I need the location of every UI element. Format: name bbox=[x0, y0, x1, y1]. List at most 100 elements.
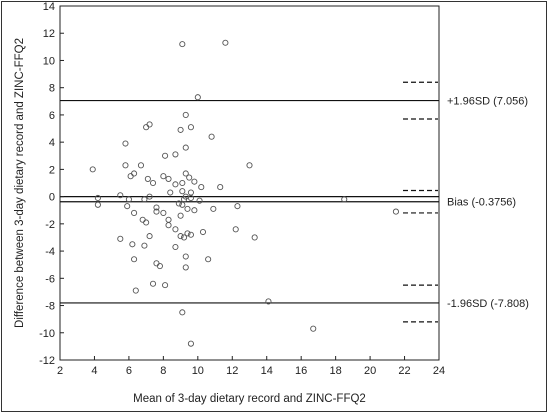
data-point bbox=[246, 162, 253, 169]
data-point bbox=[179, 41, 186, 48]
y-tick-label: 4 bbox=[49, 137, 55, 149]
reference-lines: +1.96SD (7.056) Bias (-0.3756) -1.96SD (-7… bbox=[60, 81, 529, 323]
data-point bbox=[146, 121, 153, 128]
data-point bbox=[146, 193, 153, 200]
data-point bbox=[165, 175, 172, 182]
data-point bbox=[191, 207, 198, 214]
data-point bbox=[232, 226, 239, 233]
data-point bbox=[186, 174, 193, 181]
data-point bbox=[179, 309, 186, 316]
plot-area bbox=[59, 5, 440, 361]
x-tick-label: 6 bbox=[126, 365, 132, 377]
y-tick-label: -2 bbox=[45, 219, 55, 231]
x-tick-label: 12 bbox=[226, 365, 238, 377]
data-point bbox=[131, 256, 138, 263]
y-tick-label: -10 bbox=[39, 328, 55, 340]
data-point bbox=[143, 124, 150, 131]
data-point bbox=[194, 94, 201, 101]
data-point bbox=[172, 226, 179, 233]
y-tick-label: -6 bbox=[45, 273, 55, 285]
data-point bbox=[139, 216, 146, 223]
data-point bbox=[160, 173, 167, 180]
data-point bbox=[143, 219, 150, 226]
data-point bbox=[129, 241, 136, 248]
data-point bbox=[179, 201, 186, 208]
data-point bbox=[94, 194, 101, 202]
data-point bbox=[177, 126, 184, 133]
data-point bbox=[162, 152, 169, 159]
data-point bbox=[234, 203, 241, 210]
y-tick-label: -8 bbox=[45, 301, 55, 313]
reference-line-label: Bias (-0.3756) bbox=[447, 197, 516, 209]
y-tick-label: 10 bbox=[43, 55, 55, 67]
data-point bbox=[182, 253, 189, 260]
data-point bbox=[117, 192, 124, 199]
x-tick-label: 18 bbox=[330, 365, 342, 377]
data-point bbox=[179, 188, 186, 195]
data-point bbox=[187, 124, 194, 131]
x-axis-title: Mean of 3-day dietary record and ZINC-FF… bbox=[133, 393, 366, 405]
data-point bbox=[165, 216, 172, 223]
data-point bbox=[180, 234, 188, 241]
data-point bbox=[177, 233, 184, 240]
y-tick-label: -12 bbox=[39, 355, 55, 367]
data-point bbox=[187, 189, 194, 196]
data-point bbox=[222, 39, 229, 46]
y-tick-label: 0 bbox=[49, 192, 55, 204]
data-point bbox=[310, 325, 317, 332]
data-point bbox=[172, 181, 179, 188]
data-point bbox=[124, 203, 131, 210]
y-tick-label: 8 bbox=[49, 83, 55, 95]
data-point bbox=[122, 140, 129, 147]
y-tick-label: 12 bbox=[43, 28, 55, 40]
data-point bbox=[153, 260, 160, 267]
data-point bbox=[180, 196, 188, 203]
x-tick-label: 8 bbox=[160, 365, 166, 377]
reference-line-label: -1.96SD (-7.808) bbox=[447, 298, 529, 310]
data-point bbox=[162, 282, 169, 289]
data-point bbox=[187, 340, 194, 347]
data-point bbox=[251, 234, 258, 241]
data-point bbox=[210, 205, 217, 212]
y-tick-label: 2 bbox=[49, 164, 55, 176]
data-point bbox=[184, 230, 191, 237]
y-axis-ticks: -12 -10 -8 -6 -4 -2 0 2 4 6 8 10 12 14 bbox=[39, 1, 64, 367]
data-point bbox=[89, 166, 96, 173]
data-point bbox=[179, 179, 186, 187]
data-point bbox=[125, 196, 132, 203]
x-tick-label: 16 bbox=[295, 365, 307, 377]
x-tick-label: 4 bbox=[91, 365, 97, 377]
data-point bbox=[182, 264, 189, 271]
data-point bbox=[137, 162, 145, 169]
data-point bbox=[160, 209, 167, 217]
data-point bbox=[149, 179, 157, 187]
x-axis-ticks: 2 4 6 8 10 12 14 16 18 20 22 24 bbox=[57, 356, 445, 377]
data-point bbox=[94, 201, 101, 208]
data-point bbox=[182, 144, 189, 151]
data-point bbox=[131, 170, 138, 177]
x-tick-label: 10 bbox=[192, 365, 204, 377]
data-points bbox=[89, 39, 399, 347]
data-point bbox=[153, 208, 160, 215]
data-point bbox=[205, 256, 212, 263]
data-point bbox=[141, 242, 148, 249]
data-point bbox=[187, 194, 194, 202]
data-point bbox=[153, 204, 160, 211]
x-tick-label: 2 bbox=[57, 365, 63, 377]
data-point bbox=[208, 133, 215, 140]
data-point bbox=[341, 196, 348, 203]
data-point bbox=[182, 111, 189, 118]
data-point bbox=[196, 197, 203, 204]
data-point bbox=[191, 178, 198, 185]
data-point bbox=[165, 222, 172, 229]
data-point bbox=[172, 151, 179, 158]
data-point bbox=[146, 233, 153, 240]
x-tick-label: 22 bbox=[398, 365, 410, 377]
data-point bbox=[177, 212, 184, 219]
data-point bbox=[217, 184, 224, 191]
data-point bbox=[175, 200, 182, 207]
reference-line-label: +1.96SD (7.056) bbox=[447, 96, 528, 108]
data-point bbox=[184, 205, 191, 212]
